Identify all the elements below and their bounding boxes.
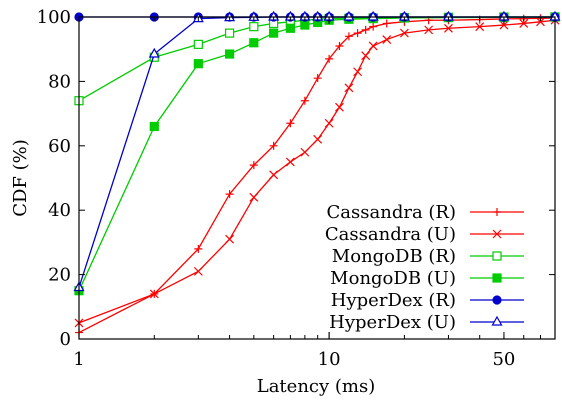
legend-label: Cassandra (U) xyxy=(325,224,456,245)
legend-entry: Cassandra (R) xyxy=(327,202,524,223)
y-tick-label: 60 xyxy=(48,136,71,157)
legend-marker xyxy=(492,273,502,283)
y-tick-label: 100 xyxy=(37,7,71,28)
data-point xyxy=(194,244,203,253)
plot-frame xyxy=(78,16,556,340)
data-point xyxy=(249,38,259,48)
data-point xyxy=(286,119,295,128)
data-point xyxy=(343,10,355,21)
data-point xyxy=(285,157,295,167)
legend-marker xyxy=(492,295,502,305)
legend-marker xyxy=(493,208,501,216)
data-point xyxy=(285,23,295,33)
data-point xyxy=(475,22,485,32)
data-point xyxy=(149,121,159,132)
data-point xyxy=(249,161,258,170)
series-line xyxy=(78,16,556,291)
data-point xyxy=(149,289,159,299)
legend-label: MongoDB (R) xyxy=(332,246,456,267)
legend-marker xyxy=(491,315,503,326)
data-point xyxy=(344,32,353,41)
data-point xyxy=(424,25,434,35)
data-point xyxy=(335,102,344,112)
data-point xyxy=(519,19,529,28)
legend: Cassandra (R)Cassandra (U)MongoDB (R)Mon… xyxy=(325,202,524,333)
data-point xyxy=(313,134,323,144)
data-point xyxy=(361,51,371,61)
data-point xyxy=(325,54,334,63)
x-axis-label: Latency (ms) xyxy=(257,376,376,397)
legend-entry: HyperDex (R) xyxy=(331,290,524,311)
data-point xyxy=(368,41,378,51)
data-point xyxy=(193,39,203,49)
data-point xyxy=(225,234,235,244)
legend-marker xyxy=(492,229,502,239)
data-point xyxy=(367,10,379,21)
data-point xyxy=(353,67,363,77)
data-point xyxy=(536,17,545,27)
series-line xyxy=(78,17,556,334)
data-point xyxy=(269,170,279,180)
data-point xyxy=(382,19,391,28)
data-point xyxy=(300,147,310,157)
legend-label: MongoDB (U) xyxy=(330,268,456,289)
data-point xyxy=(300,20,310,30)
axes: 0 20 40 60 80 100 1 10 50 xyxy=(37,7,556,370)
data-point xyxy=(269,28,279,38)
y-tick-label: 0 xyxy=(60,329,71,350)
data-point xyxy=(344,83,354,93)
legend-label: HyperDex (R) xyxy=(331,290,456,311)
data-point xyxy=(300,96,309,105)
series-3 xyxy=(74,12,560,296)
data-point xyxy=(353,29,362,38)
legend-label: HyperDex (U) xyxy=(329,312,456,333)
legend-entry: Cassandra (U) xyxy=(325,224,524,245)
data-point xyxy=(399,28,409,38)
data-point xyxy=(369,22,378,31)
y-tick-label: 40 xyxy=(48,200,71,221)
data-point xyxy=(382,35,392,44)
data-point xyxy=(269,141,278,150)
legend-entry: HyperDex (U) xyxy=(329,312,524,333)
legend-entry: MongoDB (U) xyxy=(330,268,524,289)
legend-marker xyxy=(492,251,502,261)
series-5 xyxy=(73,10,561,292)
data-point xyxy=(361,25,370,34)
data-point xyxy=(148,47,160,58)
data-point xyxy=(224,28,235,38)
y-tick-label: 20 xyxy=(48,265,71,286)
plot-area xyxy=(73,10,561,337)
series-1 xyxy=(74,15,560,328)
y-tick-label: 80 xyxy=(48,71,71,92)
x-tick-label: 10 xyxy=(318,349,341,370)
series-0 xyxy=(75,13,559,337)
data-point xyxy=(444,23,453,33)
y-axis-label: CDF (%) xyxy=(10,139,31,217)
legend-entry: MongoDB (R) xyxy=(332,246,524,267)
data-point xyxy=(335,41,344,50)
data-point xyxy=(225,190,234,199)
data-point xyxy=(313,74,322,83)
legend-label: Cassandra (R) xyxy=(327,202,456,223)
x-tick-label: 1 xyxy=(73,349,84,370)
data-point xyxy=(224,49,235,59)
series-line xyxy=(78,19,556,324)
data-point xyxy=(499,20,509,30)
data-point xyxy=(249,192,259,202)
data-point xyxy=(193,59,203,69)
data-point xyxy=(249,22,259,32)
data-point xyxy=(324,118,334,128)
x-tick-label: 50 xyxy=(492,349,515,370)
data-point xyxy=(193,266,203,276)
